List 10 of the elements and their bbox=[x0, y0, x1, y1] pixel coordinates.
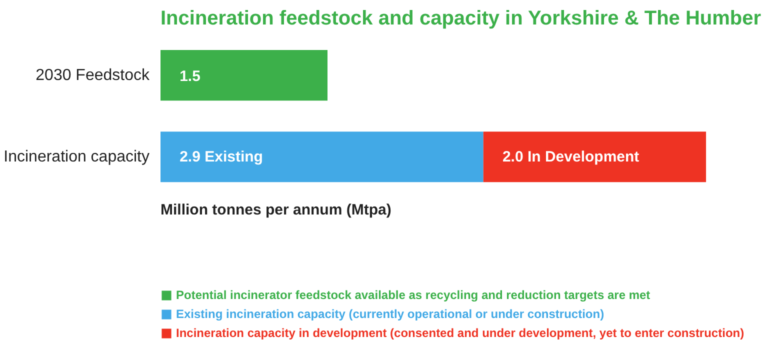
y-tick-label: 2030 Feedstock bbox=[36, 66, 150, 84]
legend-label: Incineration capacity in development (consented and under development, yet to enter construction) bbox=[176, 326, 744, 340]
chart-title: Incineration feedstock and capacity in Yorkshire & The Humber bbox=[160, 8, 762, 30]
data-label: 1.5 bbox=[180, 68, 200, 85]
data-label: 2.0 In Development bbox=[502, 148, 640, 166]
legend-label: Potential incinerator feedstock available as recycling and reduction targets are met bbox=[176, 288, 650, 302]
y-tick-label: Incineration capacity bbox=[4, 148, 150, 166]
x-axis-title: Million tonnes per annum (Mtpa) bbox=[160, 201, 392, 218]
legend-label: Existing incineration capacity (currently operational or under construction) bbox=[176, 307, 604, 321]
data-label: 2.9 Existing bbox=[180, 148, 263, 166]
